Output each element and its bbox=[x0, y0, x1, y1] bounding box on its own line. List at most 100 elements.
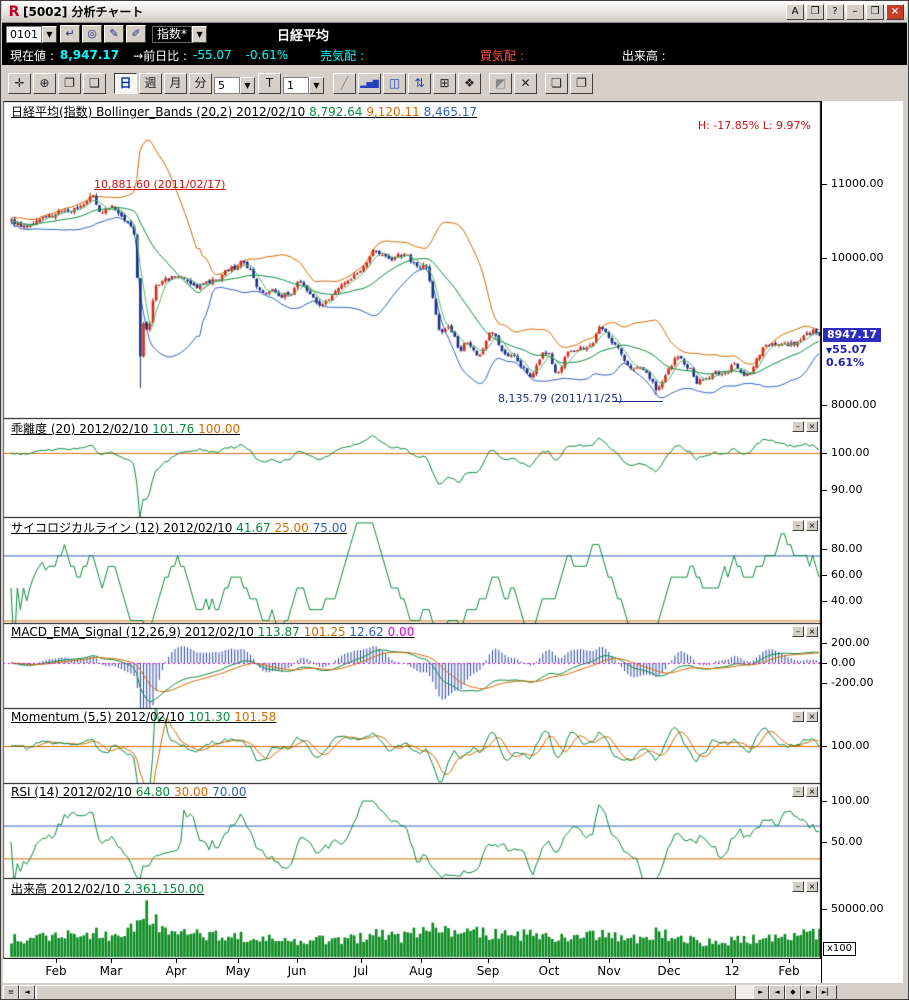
psych-value: 41.67 bbox=[236, 521, 271, 535]
window-copy-icon: ❐ bbox=[576, 76, 587, 90]
jump-latest-button[interactable]: ◆ bbox=[785, 985, 801, 999]
index-type-combo[interactable]: 指数* ▼ bbox=[152, 25, 208, 43]
daily-period-button[interactable]: 日 bbox=[114, 73, 137, 94]
panel-close-button[interactable]: × bbox=[806, 520, 818, 531]
close-button[interactable]: × bbox=[886, 3, 904, 20]
page-prev-button[interactable]: ◄ bbox=[769, 985, 785, 999]
tick-interval-value[interactable]: 1 bbox=[283, 77, 309, 94]
x-axis-label: Oct bbox=[538, 964, 560, 978]
x-axis-tick bbox=[732, 959, 733, 963]
volume-panel: 出来高 2012/02/10 2,361,150.00 – × bbox=[3, 878, 821, 959]
minimize-button[interactable]: – bbox=[846, 3, 864, 20]
maximize-button[interactable]: ❒ bbox=[866, 3, 884, 20]
scroll-right-button[interactable]: ► bbox=[753, 985, 769, 999]
y-axis-label: 50.00 bbox=[822, 835, 863, 849]
macd-value: 113.87 bbox=[257, 625, 300, 639]
x-axis-tick bbox=[549, 959, 550, 963]
tick-interval-combo[interactable]: 1 ▼ bbox=[283, 77, 324, 94]
y-axis-label: 200.00 bbox=[822, 636, 870, 650]
delete-drawing-button[interactable]: ✕ bbox=[514, 73, 537, 94]
trendline-tool-button[interactable]: ╱ bbox=[333, 73, 356, 94]
peak-annotation: 10,881.60 (2011/02/17) bbox=[94, 178, 226, 191]
x-axis-label: Aug bbox=[409, 964, 433, 978]
chevron-down-icon[interactable]: ▼ bbox=[192, 25, 208, 43]
chevron-down-icon[interactable]: ▼ bbox=[309, 77, 324, 94]
chart-code-value[interactable]: 0101 bbox=[6, 25, 42, 43]
help-button[interactable]: ? bbox=[826, 3, 844, 20]
zoom-tool-button[interactable]: ⊕ bbox=[33, 73, 56, 94]
x-axis-label: Jul bbox=[353, 964, 369, 978]
x-axis-label: Feb bbox=[778, 964, 800, 978]
eraser-button[interactable]: ◩ bbox=[489, 73, 512, 94]
trough-annotation: 8,135.79 (2011/11/25) bbox=[498, 392, 623, 405]
scroll-left-button[interactable]: ◄ bbox=[19, 985, 35, 999]
panel-minimize-button[interactable]: – bbox=[792, 881, 804, 892]
indicator-settings-button[interactable]: ❖ bbox=[458, 73, 481, 94]
symbol-name: 日経平均 bbox=[277, 28, 330, 44]
new-chart-button[interactable]: ❐ bbox=[58, 73, 81, 94]
x-axis-label: Jun bbox=[287, 964, 307, 978]
panel-minimize-button[interactable]: – bbox=[792, 421, 804, 432]
pan-tool-button[interactable]: ✛ bbox=[8, 73, 31, 94]
horizontal-scrollbar[interactable]: ≡ ◄ ► ◄ ◆ ► ►▏ bbox=[3, 985, 906, 999]
chevron-down-icon[interactable]: ▼ bbox=[42, 25, 57, 43]
scrollbar-track[interactable] bbox=[35, 985, 753, 999]
scrollbar-thumb[interactable] bbox=[36, 985, 736, 999]
y-axis-label: 60.00 bbox=[822, 568, 863, 582]
panel-minimize-button[interactable]: – bbox=[792, 626, 804, 637]
window-icon: ❏ bbox=[551, 76, 562, 90]
x-axis-tick bbox=[238, 959, 239, 963]
page-next-button[interactable]: ► bbox=[801, 985, 817, 999]
minute-interval-value[interactable]: 5 bbox=[214, 77, 240, 94]
chart-canvas[interactable] bbox=[3, 101, 821, 959]
y-axis-label: 100.00 bbox=[822, 794, 870, 808]
price-panel: 日経平均(指数) Bollinger_Bands (20,2) 2012/02/… bbox=[3, 101, 821, 418]
monthly-period-button[interactable]: 月 bbox=[164, 73, 187, 94]
copy-chart-button[interactable]: ❑ bbox=[83, 73, 106, 94]
change-value: -55.07 bbox=[193, 48, 232, 62]
bar-chart-button[interactable]: ▂▅▇ bbox=[358, 73, 381, 94]
time-axis-corner bbox=[821, 959, 903, 983]
panel-close-button[interactable]: × bbox=[806, 711, 818, 722]
tick-period-button[interactable]: T bbox=[258, 73, 281, 94]
font-size-button[interactable]: A bbox=[786, 3, 804, 20]
candlestick-button[interactable]: ◫ bbox=[383, 73, 406, 94]
diamond-icon: ◆ bbox=[790, 988, 796, 996]
index-type-value[interactable]: 指数* bbox=[152, 25, 193, 43]
weekly-period-button[interactable]: 週 bbox=[139, 73, 162, 94]
symbol-search-button[interactable]: ◎ bbox=[82, 25, 102, 43]
minute-period-button[interactable]: 分 bbox=[189, 73, 212, 94]
minute-interval-combo[interactable]: 5 ▼ bbox=[214, 77, 255, 94]
y-axis-label: 40.00 bbox=[822, 594, 863, 608]
panel-close-button[interactable]: × bbox=[806, 626, 818, 637]
updown-arrows-button[interactable]: ⇅ bbox=[408, 73, 431, 94]
panel-close-button[interactable]: × bbox=[806, 786, 818, 797]
title-bar[interactable]: R [5002] 分析チャート A ❐ ? – ❒ × bbox=[2, 1, 907, 23]
panel-minimize-button[interactable]: – bbox=[792, 786, 804, 797]
down-arrow-icon: ▼ bbox=[826, 346, 833, 356]
panel-minimize-button[interactable]: – bbox=[792, 711, 804, 722]
panel-close-button[interactable]: × bbox=[806, 881, 818, 892]
rsi-upper-ref: 70.00 bbox=[212, 785, 247, 799]
momentum-panel: Momentum (5,5) 2012/02/10 101.30 101.58 … bbox=[3, 708, 821, 783]
psych-panel-header: サイコロジカルライン (12) 2012/02/10 41.67 25.00 7… bbox=[11, 519, 347, 536]
apply-button[interactable]: ↵ bbox=[60, 25, 80, 43]
jump-end-button[interactable]: ►▏ bbox=[817, 985, 837, 999]
chevron-down-icon[interactable]: ▼ bbox=[240, 77, 255, 94]
save-layout-button[interactable]: ❐ bbox=[570, 73, 593, 94]
chart-code-combo[interactable]: 0101 ▼ bbox=[6, 25, 57, 43]
panel-minimize-button[interactable]: – bbox=[792, 520, 804, 531]
current-price-tag: 8947.17 bbox=[823, 328, 881, 343]
panel-close-button[interactable]: × bbox=[806, 421, 818, 432]
scroll-grip[interactable]: ≡ bbox=[3, 985, 19, 999]
grid-button[interactable]: ⊞ bbox=[433, 73, 456, 94]
draw-button[interactable]: ✐ bbox=[126, 25, 146, 43]
current-price-value: 8,947.17 bbox=[59, 48, 120, 62]
rsi-panel-header: RSI (14) 2012/02/10 64.80 30.00 70.00 bbox=[11, 785, 246, 799]
panel-layout-button[interactable]: ❏ bbox=[545, 73, 568, 94]
pencil-icon: ✐ bbox=[131, 27, 141, 40]
window-layout-button[interactable]: ❐ bbox=[806, 3, 824, 20]
indicator-title: 日経平均(指数) Bollinger_Bands (20,2) 2012/02/… bbox=[11, 105, 306, 119]
memo-button[interactable]: ✎ bbox=[104, 25, 124, 43]
psych-upper-ref: 75.00 bbox=[312, 521, 347, 535]
